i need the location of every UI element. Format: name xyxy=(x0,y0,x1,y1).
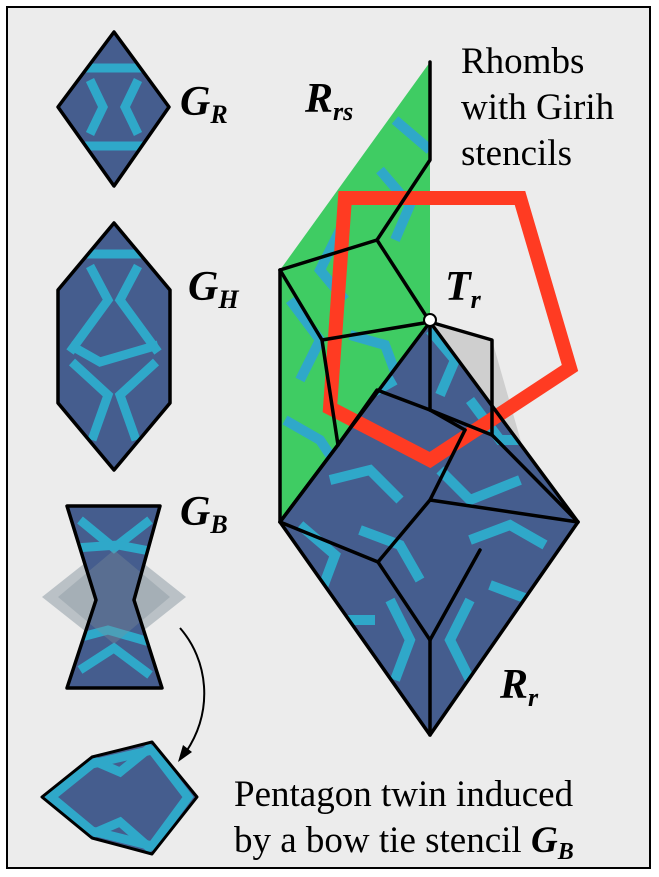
label-r-r: Rr xyxy=(499,662,539,712)
stencil-g-b xyxy=(42,504,186,690)
svg-text:Rhombs: Rhombs xyxy=(461,41,584,82)
svg-text:Pentagon twin induced: Pentagon twin induced xyxy=(234,774,574,815)
label-g-r: GR xyxy=(180,79,228,129)
caption-top: Rhombs with Girih stencils xyxy=(461,41,615,174)
svg-text:by a bow tie stencil GB: by a bow tie stencil GB xyxy=(234,820,574,865)
label-g-b: GB xyxy=(180,489,228,539)
label-r-rs: Rrs xyxy=(304,76,353,126)
label-g-h: GH xyxy=(188,264,239,314)
curved-arrow xyxy=(178,627,206,762)
caption-bottom: Pentagon twin induced by a bow tie stenc… xyxy=(234,774,574,865)
svg-text:with Girih: with Girih xyxy=(461,87,615,128)
pentagon-twin xyxy=(40,740,199,856)
tiling-construction xyxy=(278,60,580,737)
svg-text:stencils: stencils xyxy=(461,133,572,174)
stencil-g-h xyxy=(56,221,172,472)
vertex-t-r-marker xyxy=(423,313,437,327)
label-t-r: Tr xyxy=(445,264,482,314)
stencil-g-r xyxy=(56,30,171,188)
